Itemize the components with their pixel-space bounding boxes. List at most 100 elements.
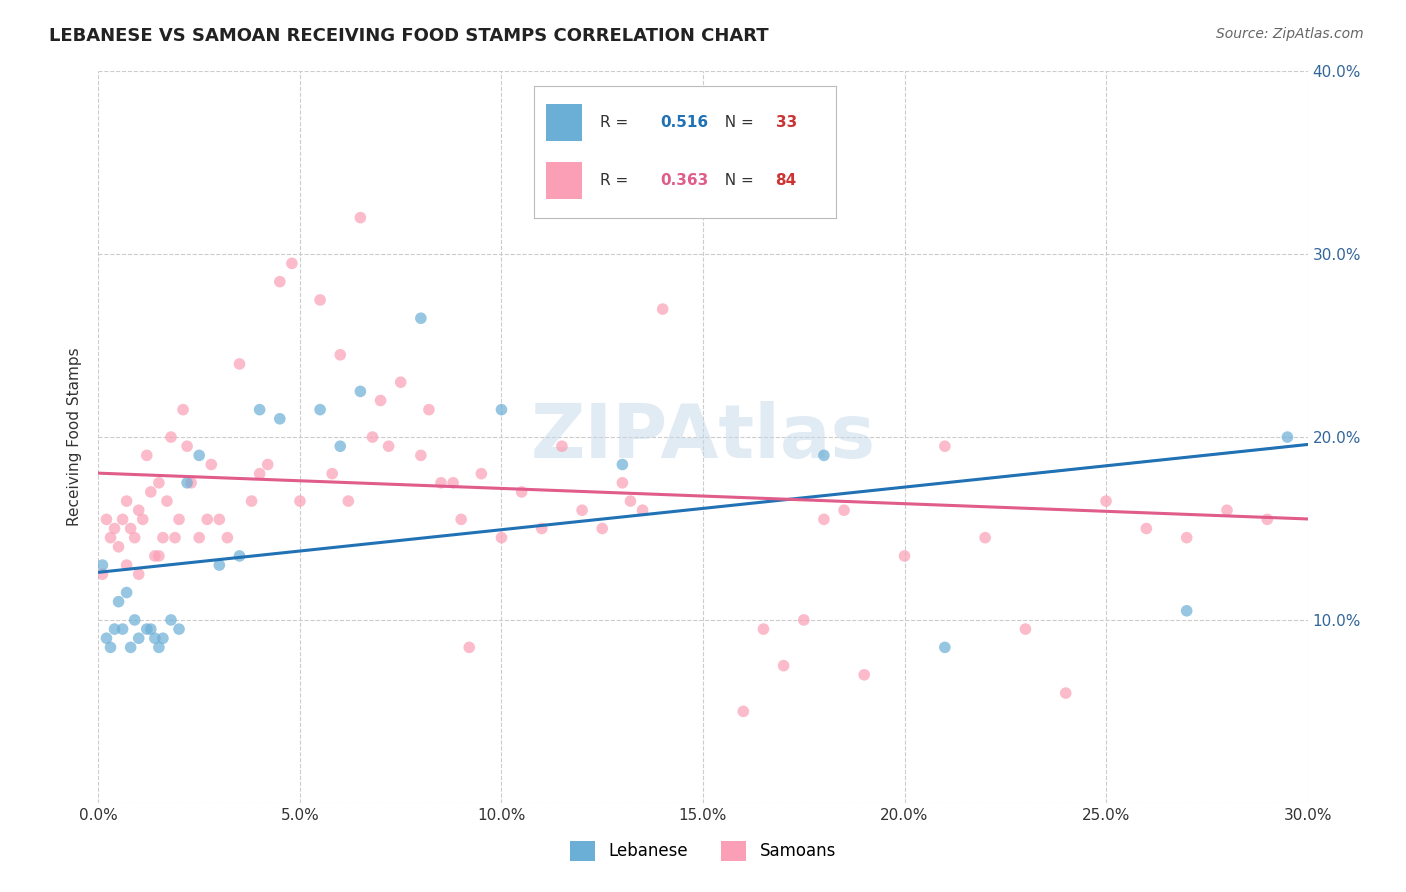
- Point: [96, 632, 118, 646]
- Point: [1095, 494, 1118, 508]
- Point: [692, 120, 714, 134]
- Y-axis label: Receiving Food Stamps: Receiving Food Stamps: [67, 348, 83, 526]
- Point: [167, 512, 190, 526]
- Point: [491, 402, 513, 417]
- Point: [329, 348, 352, 362]
- Point: [418, 402, 440, 417]
- Point: [551, 439, 574, 453]
- Point: [124, 531, 146, 545]
- Point: [409, 311, 432, 326]
- Point: [188, 531, 211, 545]
- Point: [111, 512, 134, 526]
- Point: [180, 475, 202, 490]
- Point: [128, 503, 150, 517]
- Point: [269, 275, 291, 289]
- Point: [733, 705, 755, 719]
- Point: [269, 412, 291, 426]
- Point: [249, 467, 271, 481]
- Point: [240, 494, 263, 508]
- Point: [612, 475, 634, 490]
- Point: [152, 632, 174, 646]
- Point: [195, 512, 218, 526]
- Point: [176, 439, 198, 453]
- Point: [813, 448, 835, 462]
- Point: [470, 467, 492, 481]
- Point: [591, 521, 613, 535]
- Point: [510, 485, 533, 500]
- Point: [893, 549, 915, 563]
- Point: [329, 439, 352, 453]
- Text: ZIPAtlas: ZIPAtlas: [530, 401, 876, 474]
- Legend: Lebanese, Samoans: Lebanese, Samoans: [564, 834, 842, 868]
- Point: [176, 475, 198, 490]
- Point: [111, 622, 134, 636]
- Point: [377, 439, 399, 453]
- Point: [139, 485, 162, 500]
- Point: [115, 494, 138, 508]
- Point: [458, 640, 481, 655]
- Point: [208, 512, 231, 526]
- Point: [115, 558, 138, 573]
- Point: [143, 549, 166, 563]
- Point: [124, 613, 146, 627]
- Point: [156, 494, 179, 508]
- Point: [139, 622, 162, 636]
- Point: [120, 640, 142, 655]
- Point: [120, 521, 142, 535]
- Point: [200, 458, 222, 472]
- Point: [249, 402, 271, 417]
- Point: [571, 503, 593, 517]
- Point: [208, 558, 231, 573]
- Point: [103, 622, 125, 636]
- Point: [288, 494, 311, 508]
- Point: [530, 521, 553, 535]
- Point: [1277, 430, 1299, 444]
- Point: [160, 430, 183, 444]
- Point: [752, 622, 775, 636]
- Point: [1175, 604, 1198, 618]
- Point: [619, 494, 641, 508]
- Point: [491, 531, 513, 545]
- Point: [228, 357, 250, 371]
- Point: [711, 156, 734, 170]
- Point: [337, 494, 360, 508]
- Point: [148, 475, 170, 490]
- Point: [441, 475, 464, 490]
- Point: [349, 211, 371, 225]
- Point: [934, 439, 956, 453]
- Point: [163, 531, 186, 545]
- Point: [1175, 531, 1198, 545]
- Point: [152, 531, 174, 545]
- Point: [321, 467, 343, 481]
- Point: [167, 622, 190, 636]
- Point: [793, 613, 815, 627]
- Point: [148, 549, 170, 563]
- Point: [832, 503, 855, 517]
- Point: [409, 448, 432, 462]
- Point: [450, 512, 472, 526]
- Point: [148, 640, 170, 655]
- Point: [853, 667, 876, 681]
- Point: [813, 512, 835, 526]
- Point: [1054, 686, 1077, 700]
- Point: [228, 549, 250, 563]
- Point: [772, 658, 794, 673]
- Point: [1014, 622, 1036, 636]
- Point: [135, 448, 157, 462]
- Point: [349, 384, 371, 399]
- Point: [281, 256, 304, 270]
- Point: [672, 137, 695, 152]
- Point: [96, 512, 118, 526]
- Point: [1216, 503, 1239, 517]
- Point: [100, 640, 122, 655]
- Point: [631, 503, 654, 517]
- Point: [1256, 512, 1278, 526]
- Text: LEBANESE VS SAMOAN RECEIVING FOOD STAMPS CORRELATION CHART: LEBANESE VS SAMOAN RECEIVING FOOD STAMPS…: [49, 27, 769, 45]
- Point: [135, 622, 157, 636]
- Point: [934, 640, 956, 655]
- Point: [370, 393, 392, 408]
- Point: [115, 585, 138, 599]
- Point: [91, 567, 114, 582]
- Point: [389, 375, 412, 389]
- Point: [132, 512, 155, 526]
